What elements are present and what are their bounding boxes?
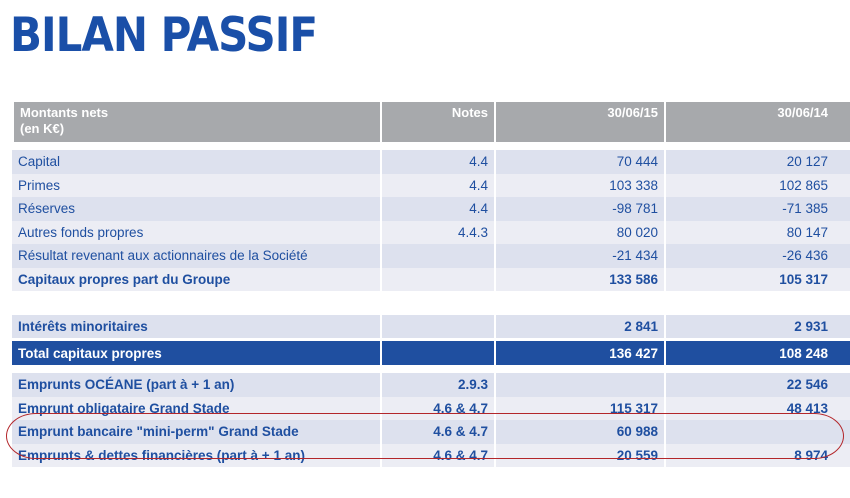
- row-notes: 4.4.3: [380, 220, 494, 244]
- table-row-spacer: [12, 467, 850, 491]
- table-row-spacer: [12, 291, 850, 315]
- row-year1: 60 988: [494, 420, 664, 444]
- row-label: Emprunt obligataire Grand Stade: [12, 396, 380, 420]
- header-label: Montants nets (en K€): [12, 102, 380, 142]
- row-notes: [380, 341, 494, 365]
- table-row: Capital 4.4 70 444 20 127: [12, 150, 850, 174]
- row-notes: 4.4: [380, 150, 494, 174]
- row-label: Autres fonds propres: [12, 220, 380, 244]
- table-row: Emprunt obligataire Grand Stade 4.6 & 4.…: [12, 396, 850, 420]
- row-label: Capitaux propres part du Groupe: [12, 267, 380, 291]
- row-label: Total capitaux propres: [12, 341, 380, 365]
- table-row: Emprunt bancaire "mini-perm" Grand Stade…: [12, 420, 850, 444]
- table-row-total: Total capitaux propres 136 427 108 248: [12, 341, 850, 365]
- table-row: Résultat revenant aux actionnaires de la…: [12, 244, 850, 268]
- row-notes: [380, 314, 494, 338]
- row-notes: 4.4: [380, 197, 494, 221]
- row-year1: 115 317: [494, 396, 664, 420]
- row-notes: 2.9.3: [380, 373, 494, 397]
- row-year1: 103 338: [494, 173, 664, 197]
- row-year2: [664, 467, 850, 491]
- row-year1: -21 434: [494, 244, 664, 268]
- row-year2: [664, 291, 850, 315]
- row-notes: 4.6 & 4.7: [380, 420, 494, 444]
- table-row-subtotal: Capitaux propres part du Groupe 133 586 …: [12, 267, 850, 291]
- row-year2: 22 546: [664, 373, 850, 397]
- row-notes: [380, 291, 494, 315]
- header-notes: Notes: [380, 102, 494, 142]
- row-year2: 48 413: [664, 396, 850, 420]
- row-year2: 108 248: [664, 341, 850, 365]
- row-label: Résultat revenant aux actionnaires de la…: [12, 244, 380, 268]
- row-label: Intérêts minoritaires: [12, 314, 380, 338]
- header-label-line2: (en K€): [20, 121, 65, 137]
- row-year1: [494, 373, 664, 397]
- balance-sheet-table: Montants nets (en K€) Notes 30/06/15 30/…: [12, 102, 850, 491]
- row-label: Capital: [12, 150, 380, 174]
- table-row: Primes 4.4 103 338 102 865: [12, 173, 850, 197]
- row-notes: 4.6 & 4.7: [380, 443, 494, 467]
- row-year2: [664, 420, 850, 444]
- row-year1: 70 444: [494, 150, 664, 174]
- header-year1: 30/06/15: [494, 102, 664, 142]
- row-label: [12, 291, 380, 315]
- table-header: Montants nets (en K€) Notes 30/06/15 30/…: [12, 102, 850, 142]
- row-notes: [380, 244, 494, 268]
- table-row: Réserves 4.4 -98 781 -71 385: [12, 197, 850, 221]
- table-row: Emprunts & dettes financières (part à + …: [12, 443, 850, 467]
- row-year2: 80 147: [664, 220, 850, 244]
- row-label: Emprunts OCÉANE (part à + 1 an): [12, 373, 380, 397]
- row-notes: 4.4: [380, 173, 494, 197]
- row-year1: 136 427: [494, 341, 664, 365]
- page-title: BILAN PASSIF: [10, 7, 318, 63]
- row-notes: 4.6 & 4.7: [380, 396, 494, 420]
- row-year1: 80 020: [494, 220, 664, 244]
- row-label: Réserves: [12, 197, 380, 221]
- table-row: Autres fonds propres 4.4.3 80 020 80 147: [12, 220, 850, 244]
- row-year1: 20 559: [494, 443, 664, 467]
- row-year1: [494, 291, 664, 315]
- row-label: Emprunt bancaire "mini-perm" Grand Stade: [12, 420, 380, 444]
- table-row: Emprunts OCÉANE (part à + 1 an) 2.9.3 22…: [12, 373, 850, 397]
- header-year2: 30/06/14: [664, 102, 850, 142]
- row-year1: 133 586: [494, 267, 664, 291]
- row-year2: 2 931: [664, 314, 850, 338]
- row-label: Primes: [12, 173, 380, 197]
- row-notes: [380, 467, 494, 491]
- row-year2: -26 436: [664, 244, 850, 268]
- header-label-line1: Montants nets: [20, 105, 109, 120]
- row-year2: 20 127: [664, 150, 850, 174]
- row-notes: [380, 267, 494, 291]
- table-row-subtotal: Intérêts minoritaires 2 841 2 931: [12, 314, 850, 338]
- row-year1: 2 841: [494, 314, 664, 338]
- row-year2: 105 317: [664, 267, 850, 291]
- row-label: [12, 467, 380, 491]
- row-year1: -98 781: [494, 197, 664, 221]
- row-year1: [494, 467, 664, 491]
- row-year2: 102 865: [664, 173, 850, 197]
- row-year2: 8 974: [664, 443, 850, 467]
- row-year2: -71 385: [664, 197, 850, 221]
- row-label: Emprunts & dettes financières (part à + …: [12, 443, 380, 467]
